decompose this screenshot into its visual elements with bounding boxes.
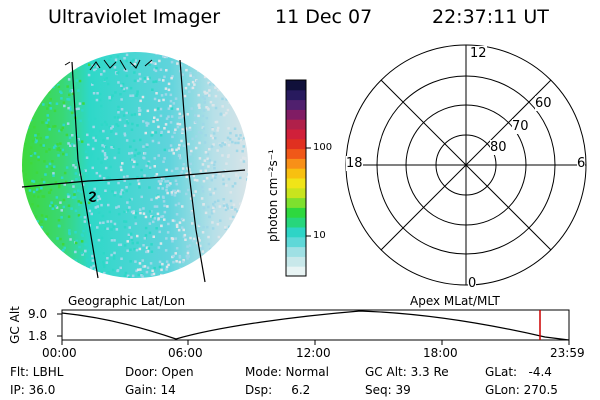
mlat-label-60: 60 <box>535 96 552 111</box>
glon-info: GLon: 270.5 <box>485 383 558 397</box>
geo-grid <box>21 59 246 283</box>
geo-grid-label: Geographic Lat/Lon <box>68 294 186 308</box>
colorbar-cell <box>286 109 306 120</box>
seq-info: Seq: 39 <box>365 383 411 397</box>
door-info: Door: Open <box>125 365 194 379</box>
colorbar-cell <box>286 138 306 150</box>
coastline-fragments <box>64 59 153 71</box>
altitude-curve <box>61 310 570 341</box>
orbit-xtick-2359: 23:59 <box>550 346 585 360</box>
colorbar-cell <box>286 266 306 277</box>
colorbar-cell <box>286 89 306 101</box>
orbit-ytick-1-8: 1.8 <box>28 329 48 343</box>
colorbar-cell <box>286 158 306 169</box>
orbit-ylabel: GC Alt <box>7 306 22 344</box>
colorbar-cell <box>286 168 306 179</box>
filter-info: Flt: LBHL <box>10 365 64 379</box>
glat-info: GLat: -4.4 <box>485 365 552 379</box>
mlt-label-12: 12 <box>470 46 487 61</box>
colorbar-cell <box>286 197 306 208</box>
subsatellite-marker: ϩ <box>88 188 97 203</box>
colorbar-cell <box>286 178 306 189</box>
apex-grid-label: Apex MLat/MLT <box>410 294 500 308</box>
colorbar-tick-10: 10 <box>313 230 326 241</box>
colorbar-cell <box>286 119 306 130</box>
dsp-info: Dsp: 6.2 <box>245 383 311 397</box>
colorbar-cell <box>286 207 306 218</box>
date-label: 11 Dec 07 <box>275 6 373 28</box>
colorbar-cell <box>286 80 306 91</box>
colorbar-tick-100: 100 <box>313 142 333 153</box>
orbit-xtick-1200: 12:00 <box>296 346 331 360</box>
orbit-xtick-1800: 18:00 <box>423 346 458 360</box>
colorbar-cell <box>286 246 306 257</box>
mlt-label-0: 0 <box>468 276 477 291</box>
mlt-label-18: 18 <box>346 156 363 171</box>
colorbar-cell <box>286 129 306 140</box>
orbit-xtick-0000: 00:00 <box>42 346 77 360</box>
mlat-label-70: 70 <box>512 119 529 134</box>
colorbar-cell <box>286 227 306 238</box>
colorbar-cell <box>286 256 306 267</box>
colorbar-cell <box>286 148 306 159</box>
colorbar-cell <box>286 99 306 110</box>
ip-info: IP: 36.0 <box>10 383 56 397</box>
colorbar-cell <box>286 236 306 248</box>
colorbar-cell <box>286 217 306 228</box>
colorbar-cell <box>286 187 306 199</box>
orbit-ytick-9: 9.0 <box>28 307 48 321</box>
gain-info: Gain: 14 <box>125 383 176 397</box>
gc-alt-info: GC Alt: 3.3 Re <box>365 365 449 379</box>
time-label: 22:37:11 UT <box>432 6 549 28</box>
mlat-label-80: 80 <box>490 140 507 155</box>
mode-info: Mode: Normal <box>245 365 329 379</box>
instrument-title: Ultraviolet Imager <box>48 6 221 28</box>
mlt-label-6: 6 <box>577 156 586 171</box>
orbit-xtick-0600: 06:00 <box>168 346 203 360</box>
